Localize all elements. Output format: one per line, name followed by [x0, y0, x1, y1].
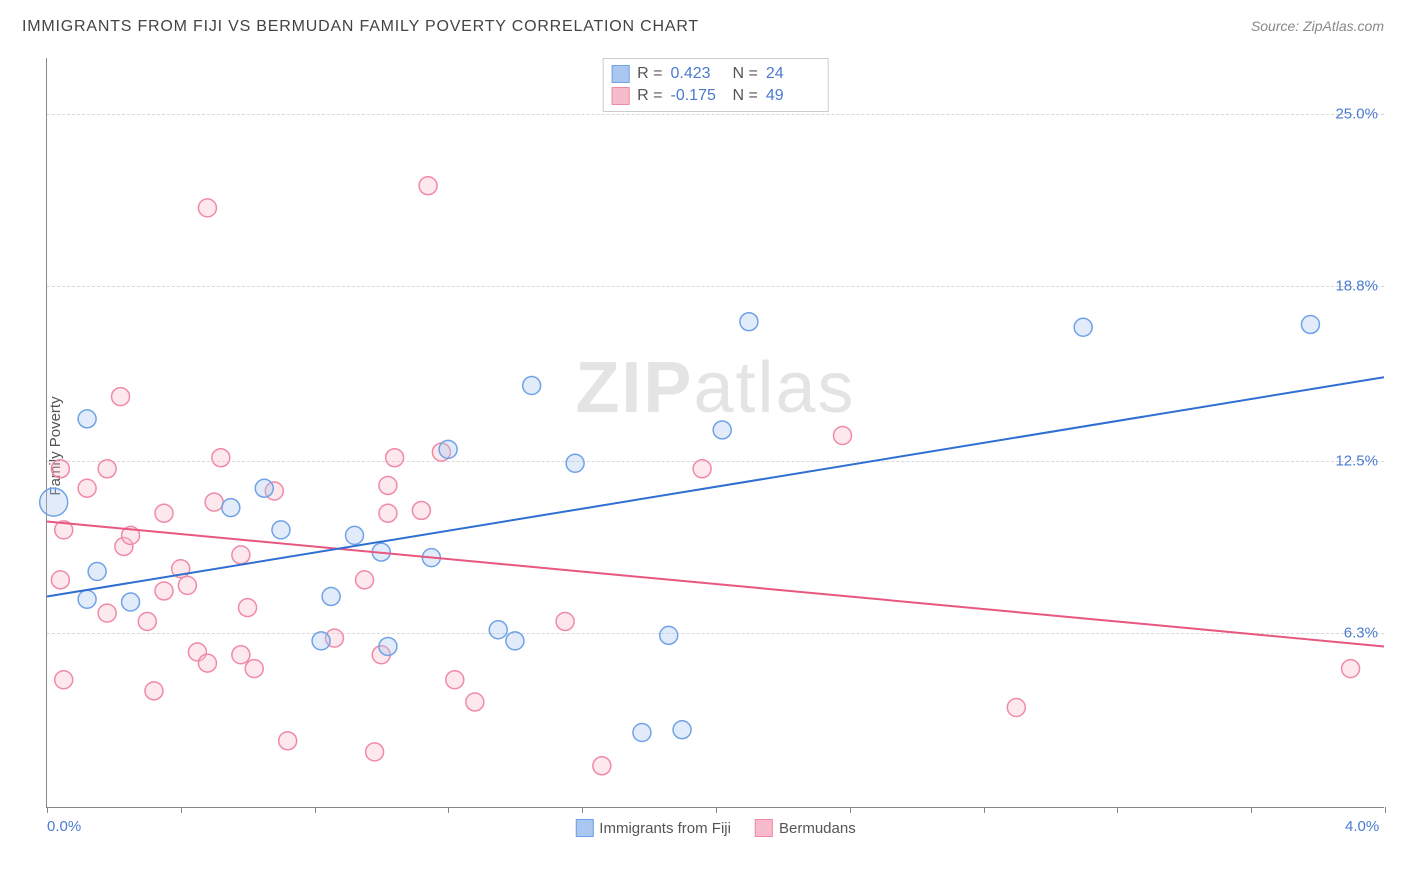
x-tick [716, 807, 717, 813]
x-tick [1385, 807, 1386, 813]
n-label: N = [733, 65, 758, 83]
r-label: R = [637, 65, 662, 83]
n-label-2: N = [733, 87, 758, 105]
r-label-2: R = [637, 87, 662, 105]
plot-area: ZIPatlas 6.3%12.5%18.8%25.0% 0.0%4.0% R … [46, 58, 1384, 808]
swatch-fiji-icon [575, 819, 593, 837]
title-bar: IMMIGRANTS FROM FIJI VS BERMUDAN FAMILY … [22, 18, 1384, 36]
trend-line [47, 377, 1384, 596]
legend-label-fiji: Immigrants from Fiji [599, 820, 731, 837]
trend-lines [47, 58, 1384, 807]
x-tick [1251, 807, 1252, 813]
stats-legend: R = 0.423 N = 24 R = -0.175 N = 49 [602, 58, 829, 112]
trend-line [47, 522, 1384, 647]
fiji-n-value: 24 [766, 65, 820, 83]
legend-item-bermudans: Bermudans [755, 819, 856, 837]
x-tick-label: 0.0% [47, 818, 81, 835]
chart-title: IMMIGRANTS FROM FIJI VS BERMUDAN FAMILY … [22, 18, 699, 36]
bermudans-n-value: 49 [766, 87, 820, 105]
x-tick [582, 807, 583, 813]
x-tick [181, 807, 182, 813]
x-tick [315, 807, 316, 813]
stats-row-fiji: R = 0.423 N = 24 [611, 63, 820, 85]
fiji-r-value: 0.423 [671, 65, 725, 83]
source-label: Source: ZipAtlas.com [1251, 18, 1384, 34]
x-tick-label: 4.0% [1345, 818, 1379, 835]
x-tick [984, 807, 985, 813]
bermudans-r-value: -0.175 [671, 87, 725, 105]
x-tick [1117, 807, 1118, 813]
x-tick [47, 807, 48, 813]
x-tick [850, 807, 851, 813]
x-tick [448, 807, 449, 813]
swatch-bermudans-icon [755, 819, 773, 837]
swatch-fiji [611, 65, 629, 83]
legend-label-bermudans: Bermudans [779, 820, 856, 837]
swatch-bermudans [611, 87, 629, 105]
legend-item-fiji: Immigrants from Fiji [575, 819, 731, 837]
stats-row-bermudans: R = -0.175 N = 49 [611, 85, 820, 107]
series-legend: Immigrants from Fiji Bermudans [575, 819, 855, 837]
